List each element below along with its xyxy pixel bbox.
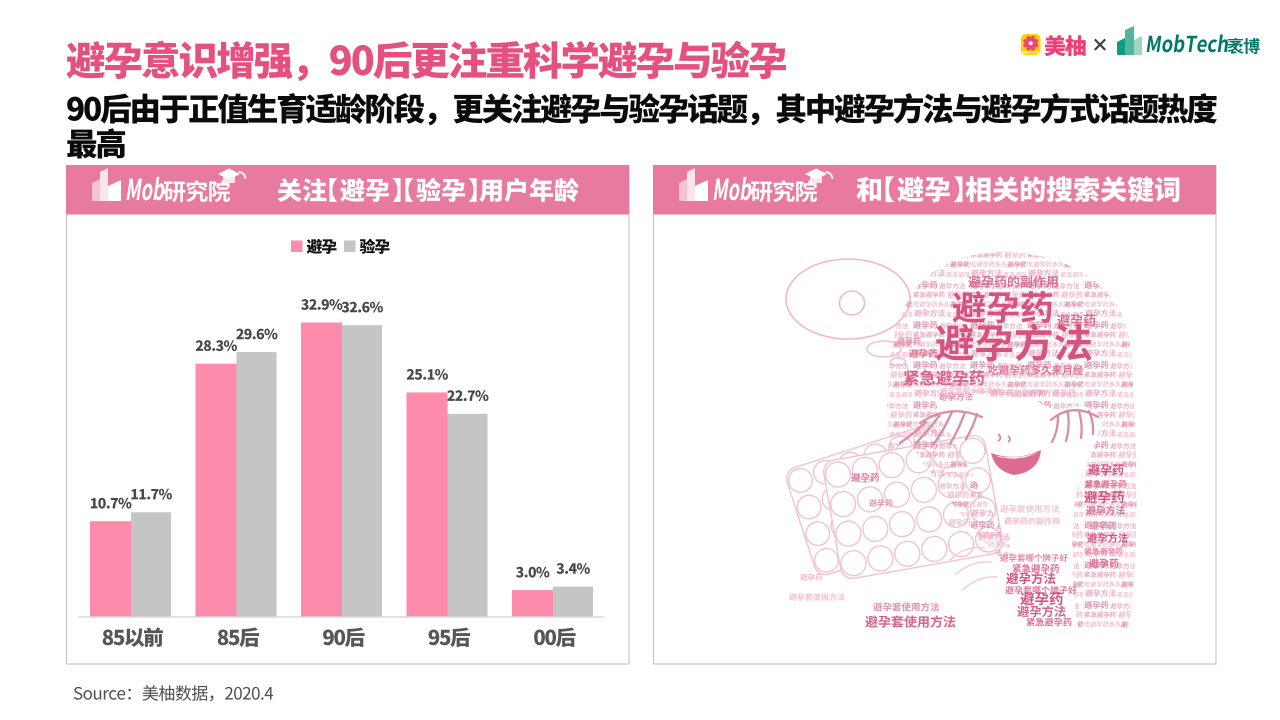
svg-text:Meet you: Meet you bbox=[1022, 50, 1038, 55]
